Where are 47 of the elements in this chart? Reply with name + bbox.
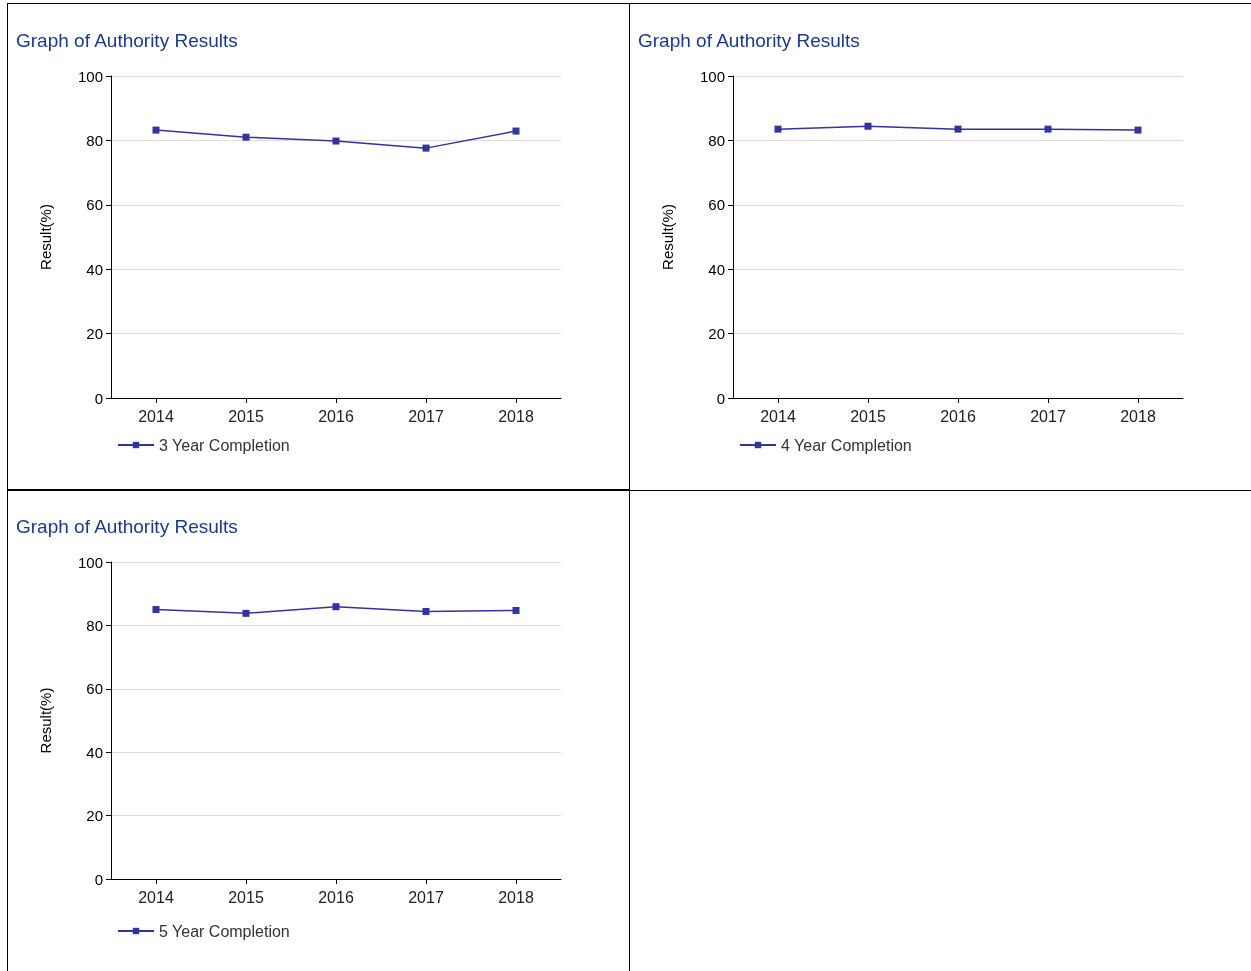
y-tick-label: 80 [86, 131, 103, 149]
y-axis-title: Result(%) [659, 204, 676, 270]
x-tick-label: 2017 [408, 888, 444, 906]
y-tick-label: 60 [708, 196, 725, 214]
y-tick-label: 20 [86, 807, 103, 825]
x-tick-label: 2018 [498, 407, 534, 425]
x-tick-label: 2016 [318, 888, 354, 906]
point [422, 144, 430, 152]
chart-title: Graph of Authority Results [638, 30, 860, 51]
y-tick-label: 40 [86, 260, 103, 278]
y-axis-title: Result(%) [37, 687, 54, 754]
y-tick-label: 0 [94, 870, 103, 888]
y-tick-label: 100 [699, 67, 725, 85]
y-tick-label: 80 [86, 616, 103, 634]
point [332, 137, 340, 145]
x-tick-label: 2018 [1120, 407, 1156, 425]
y-tick-label: 60 [86, 196, 103, 214]
y-tick-label: 60 [86, 680, 103, 698]
x-tick-label: 2015 [228, 407, 264, 425]
y-tick-label: 40 [708, 260, 725, 278]
x-tick-label: 2017 [1030, 407, 1066, 425]
x-tick-label: 2014 [138, 888, 174, 906]
y-tick-label: 40 [86, 743, 103, 761]
x-tick-label: 2016 [318, 407, 354, 425]
y-tick-label: 0 [716, 389, 725, 407]
x-tick-label: 2015 [228, 888, 264, 906]
legend-label: 5 Year Completion [159, 922, 290, 940]
x-tick-label: 2014 [760, 407, 796, 425]
y-tick-label: 20 [86, 325, 103, 343]
point [512, 127, 520, 135]
y-tick-label: 100 [77, 67, 103, 85]
y-tick-label: 80 [708, 131, 725, 149]
chart-title: Graph of Authority Results [16, 30, 238, 51]
y-tick-label: 0 [94, 389, 103, 407]
x-tick-label: 2015 [850, 407, 886, 425]
x-tick-label: 2016 [940, 407, 976, 425]
x-tick-label: 2014 [138, 407, 174, 425]
chart-title: Graph of Authority Results [16, 516, 238, 537]
legend-label: 4 Year Completion [781, 436, 912, 454]
point [242, 133, 250, 141]
y-tick-label: 20 [708, 325, 725, 343]
legend-label: 3 Year Completion [159, 436, 290, 454]
point [152, 126, 160, 134]
y-axis-title: Result(%) [37, 204, 54, 270]
x-tick-label: 2018 [498, 888, 534, 906]
x-tick-label: 2017 [408, 407, 444, 425]
y-tick-label: 100 [77, 553, 103, 571]
